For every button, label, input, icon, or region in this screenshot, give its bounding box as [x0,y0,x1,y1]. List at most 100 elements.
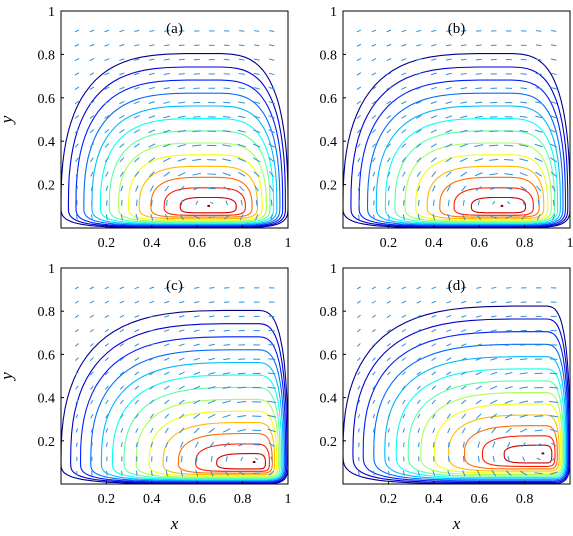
panel-label: (a) [166,21,183,37]
velocity-arrow [119,399,124,405]
velocity-arrow [238,58,245,61]
velocity-arrow [208,343,215,347]
velocity-arrow [475,357,482,361]
velocity-arrow [252,443,261,446]
plot-frame [342,267,571,485]
velocity-arrow [475,101,483,104]
velocity-arrow [178,87,186,90]
velocity-arrow [534,143,543,148]
velocity-arrow [163,87,170,90]
velocity-arrow [209,441,215,448]
velocity-arrow [550,143,558,148]
arrow-field [356,29,558,221]
velocity-arrow [372,428,375,433]
velocity-arrow [507,456,510,462]
velocity-arrow [357,385,361,390]
velocity-arrow [387,385,391,390]
velocity-arrow [74,314,79,318]
contour-line [463,425,558,470]
velocity-arrow [269,470,275,476]
velocity-arrow [252,157,261,163]
velocity-arrow [448,456,450,462]
y-axis-label: y [0,372,16,382]
velocity-arrow [193,329,200,332]
velocity-arrow [535,171,543,177]
velocity-arrow [136,199,138,206]
velocity-arrow [253,171,260,177]
velocity-arrow [119,385,124,390]
panel-label: (d) [448,278,466,294]
contour-line [404,142,552,222]
velocity-arrow [460,87,467,90]
velocity-arrow [222,172,231,176]
velocity-arrow [430,143,437,148]
velocity-arrow [192,158,202,162]
velocity-arrow [149,314,155,318]
velocity-arrow [490,343,497,347]
velocity-arrow [163,115,171,119]
velocity-arrow [372,371,376,376]
velocity-arrow [208,315,215,318]
contour-line [67,66,286,228]
contour-line [83,92,281,226]
velocity-arrow [537,199,540,206]
panel-label: (c) [166,278,183,294]
velocity-arrow [446,413,451,419]
velocity-arrow [104,72,110,76]
velocity-arrow [492,201,496,205]
x-tick-label: 0.6 [470,236,488,251]
velocity-arrow [192,172,202,176]
velocity-arrow [536,185,542,192]
velocity-arrow [446,399,452,405]
velocity-arrow [490,187,498,190]
velocity-arrow [148,171,155,178]
velocity-arrow [431,385,437,390]
velocity-arrow [446,385,452,390]
velocity-arrow [149,44,155,47]
velocity-arrow [432,185,436,192]
velocity-arrow [163,58,170,61]
velocity-arrow [222,130,231,133]
velocity-arrow [104,157,109,163]
velocity-arrow [120,413,124,419]
velocity-arrow [195,455,198,463]
velocity-arrow [371,143,376,148]
velocity-arrow [519,400,529,404]
velocity-arrow [89,343,94,347]
velocity-arrow [74,300,79,304]
velocity-arrow [91,470,93,476]
velocity-arrow [150,442,154,448]
velocity-arrow [431,314,437,318]
velocity-arrow [357,171,361,177]
velocity-arrow [134,371,140,376]
velocity-arrow [386,286,391,290]
velocity-arrow [430,101,437,105]
velocity-arrow [402,185,406,192]
velocity-arrow [253,72,260,76]
velocity-arrow [416,157,422,163]
velocity-arrow [193,413,201,419]
velocity-arrow [462,199,465,206]
contour-line [252,460,256,463]
velocity-arrow [490,329,497,332]
velocity-arrow [462,441,465,448]
panel-b: 0.2 0.4 0.6 0.8 1 0.2 0.4 0.6 0.8 1 (b) [320,5,573,251]
velocity-arrow [74,328,79,333]
velocity-arrow [119,129,125,134]
x-tick-label: 0.2 [380,236,398,251]
velocity-arrow [74,100,80,105]
velocity-arrow [90,428,94,433]
contour-line [362,331,569,482]
panel-label: (b) [448,21,466,37]
velocity-arrow [386,300,391,304]
velocity-arrow [490,371,498,376]
contour-line [135,398,280,478]
velocity-arrow [180,469,184,477]
velocity-arrow [254,30,260,32]
velocity-arrow [89,129,95,134]
velocity-arrow [90,414,94,419]
velocity-arrow [180,441,184,448]
velocity-arrow [459,157,468,163]
y-tick-label: 0.8 [320,48,338,63]
contour-group [61,53,288,228]
